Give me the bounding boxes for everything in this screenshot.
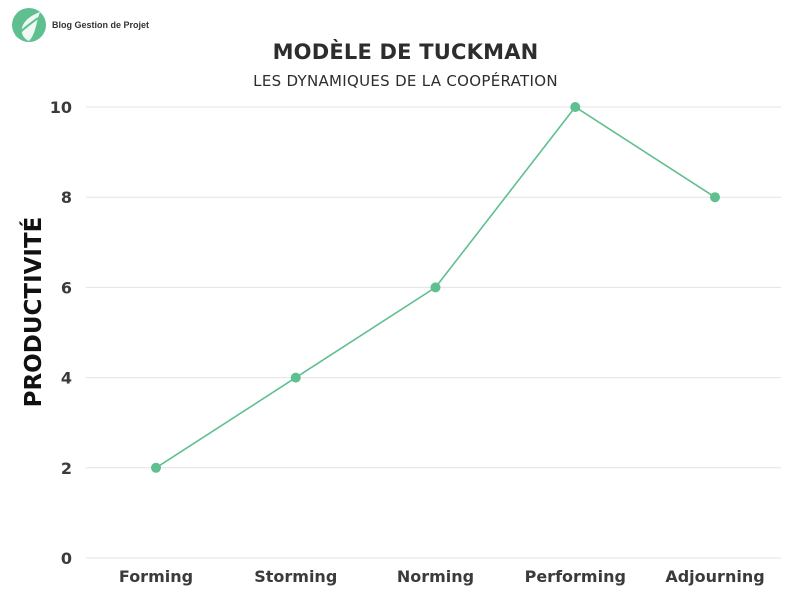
x-tick-label-forming: Forming — [119, 567, 193, 586]
data-point-storming — [290, 372, 301, 383]
x-tick-label-performing: Performing — [525, 567, 626, 586]
y-tick-label: 10 — [50, 98, 72, 117]
data-point-norming — [430, 282, 441, 293]
y-tick-label: 4 — [61, 369, 72, 388]
series-group — [151, 102, 720, 473]
y-tick-label: 0 — [61, 549, 72, 568]
x-axis-ticks: Forming Storming Norming Performing Adjourni… — [119, 567, 765, 586]
data-point-adjourning — [710, 192, 720, 203]
x-tick-label-storming: Storming — [254, 567, 337, 586]
y-tick-label: 6 — [61, 278, 72, 297]
chart-subtitle: LES DYNAMIQUES DE LA COOPÉRATION — [253, 72, 558, 90]
data-point-performing — [570, 102, 581, 112]
brand-logo: Blog Gestion de Projet — [10, 6, 149, 44]
y-tick-label: 2 — [61, 459, 72, 478]
brand-name: Blog Gestion de Projet — [52, 20, 150, 30]
leaf-logo-icon — [12, 8, 46, 42]
chart-title: MODÈLE DE TUCKMAN — [272, 40, 539, 64]
data-point-forming — [151, 462, 161, 473]
x-tick-label-adjourning: Adjourning — [665, 567, 764, 586]
x-tick-label-norming: Norming — [397, 567, 474, 586]
gridlines — [86, 106, 781, 559]
y-tick-label: 8 — [61, 188, 72, 207]
y-axis-ticks: 0 2 4 6 8 10 — [50, 98, 72, 568]
